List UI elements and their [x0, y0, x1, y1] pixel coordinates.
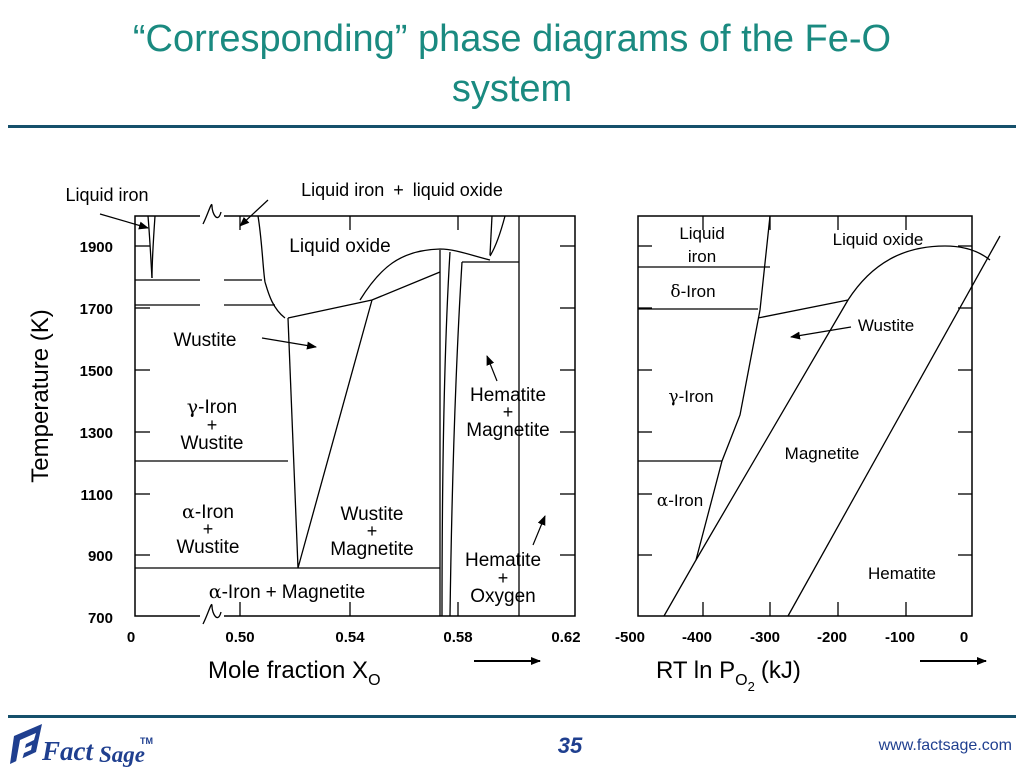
x-tick-062: 0.62 — [551, 629, 580, 646]
gamma-symbol: γ — [187, 396, 198, 418]
rx-tick-500: -500 — [615, 629, 645, 646]
r-delta-iron: δ-Iron — [670, 282, 715, 302]
r-alpha-text: -Iron — [668, 491, 703, 510]
left-phase-boundaries — [135, 215, 520, 617]
hm-magnetite: Magnetite — [466, 420, 549, 441]
alpha-mag-plus: + — [266, 582, 277, 603]
rx-tick-100: -100 — [885, 629, 915, 646]
wm-plus: + — [367, 521, 378, 541]
alpha-mag-symbol: α — [209, 581, 222, 603]
label-liquid-iron: Liquid iron — [65, 185, 148, 205]
r-hematite: Hematite — [868, 564, 936, 583]
r-liquid-b: iron — [688, 247, 716, 266]
left-plot-frame — [134, 215, 576, 617]
label-gamma-iron: γ-Iron — [187, 396, 237, 418]
y-tick-1700: 1700 — [80, 301, 113, 318]
r-alpha-iron: α-Iron — [657, 491, 703, 511]
r-delta-symbol: δ — [670, 282, 680, 302]
bottom-divider — [8, 715, 1016, 718]
ho-plus: + — [498, 568, 509, 588]
page-number: 35 — [557, 733, 583, 758]
left-phase-diagram — [134, 203, 576, 625]
label-alpha-iron-magnetite: α-Iron + Magnetite — [209, 581, 365, 603]
factsage-logo: Fact Sage TM — [10, 724, 153, 767]
label-wustite: Wustite — [173, 330, 236, 351]
rxlabel-unit: (kJ) — [761, 657, 801, 684]
r-gamma-text: -Iron — [679, 387, 714, 406]
rxlabel-main: RT ln P — [656, 657, 735, 684]
logo-sage: Sage — [99, 742, 145, 767]
rxlabel-sub-2: 2 — [748, 679, 755, 694]
lilo-part-b: liquid oxide — [413, 180, 503, 200]
slide-title: “Corresponding” phase diagrams of the Fe… — [0, 14, 1024, 114]
right-x-axis-label: RT ln PO2 (kJ) — [656, 657, 801, 694]
r-liquid-oxide: Liquid oxide — [833, 230, 924, 249]
r-alpha-symbol: α — [657, 491, 669, 511]
left-x-tick-labels: 0 0.50 0.54 0.58 0.62 — [127, 629, 581, 646]
y-tick-1500: 1500 — [80, 363, 113, 380]
wm-magnetite: Magnetite — [330, 539, 413, 560]
right-phase-diagram — [637, 215, 1001, 617]
right-ticks — [638, 216, 972, 616]
gamma-iron-text: -Iron — [198, 397, 237, 418]
label-liquid-iron-liquid-oxide: Liquid iron + liquid oxide — [301, 180, 503, 200]
alpha-mag-iron: -Iron — [222, 582, 261, 603]
x-tick-058: 0.58 — [443, 629, 472, 646]
r-gamma-symbol: γ — [668, 387, 678, 407]
hm-hematite: Hematite — [470, 385, 546, 406]
label-liquid-oxide: Liquid oxide — [289, 236, 390, 257]
y-tick-900: 900 — [88, 548, 113, 565]
r-magnetite: Magnetite — [785, 444, 860, 463]
r-delta-text: -Iron — [681, 282, 716, 301]
logo-tm: TM — [140, 736, 153, 746]
y-tick-700: 700 — [88, 610, 113, 627]
gamma-wustite: Wustite — [180, 433, 243, 454]
right-plot-frame — [637, 215, 973, 617]
footer-url[interactable]: www.factsage.com — [878, 737, 1012, 754]
right-x-tick-labels: -500 -400 -300 -200 -100 0 — [615, 629, 968, 646]
x-tick-0: 0 — [127, 629, 135, 646]
y-tick-1900: 1900 — [80, 239, 113, 256]
rx-tick-200: -200 — [817, 629, 847, 646]
hm-plus: + — [503, 402, 514, 422]
rxlabel-sub-o: O — [735, 672, 747, 689]
r-wustite: Wustite — [858, 316, 914, 335]
rx-tick-300: -300 — [750, 629, 780, 646]
label-alpha-iron: α-Iron — [182, 501, 234, 523]
left-x-axis-label: Mole fraction XO — [208, 657, 381, 689]
ho-oxygen: Oxygen — [470, 586, 535, 607]
x-tick-054: 0.54 — [335, 629, 365, 646]
left-y-tick-labels: 1900 1700 1500 1300 1100 900 700 — [80, 239, 113, 627]
alpha-symbol: α — [182, 501, 195, 523]
x-tick-050: 0.50 — [225, 629, 254, 646]
ho-hematite: Hematite — [465, 550, 541, 571]
alpha-iron-text: -Iron — [195, 502, 234, 523]
rx-tick-400: -400 — [682, 629, 712, 646]
r-gamma-iron: γ-Iron — [668, 387, 713, 407]
y-tick-1300: 1300 — [80, 425, 113, 442]
title-line-1: “Corresponding” phase diagrams of the Fe… — [132, 18, 892, 60]
gamma-plus: + — [207, 415, 218, 435]
xlabel-main: Mole fraction X — [208, 657, 368, 684]
logo-fact: Fact — [41, 736, 94, 766]
top-divider — [8, 125, 1016, 128]
xlabel-sub: O — [368, 672, 380, 689]
wm-wustite: Wustite — [340, 504, 403, 525]
lilo-plus: + — [393, 180, 404, 200]
left-plot-labels: Liquid iron Liquid iron + liquid oxide L… — [27, 180, 581, 689]
title-line-2: system — [451, 68, 573, 110]
rx-tick-0: 0 — [960, 629, 968, 646]
alpha-wustite: Wustite — [176, 537, 239, 558]
right-phase-boundaries — [638, 215, 1001, 617]
left-y-ticks — [135, 216, 575, 616]
lilo-part-a: Liquid iron — [301, 180, 384, 200]
alpha-plus: + — [203, 519, 214, 539]
alpha-mag-magnetite: Magnetite — [282, 582, 365, 603]
axis-break-marks — [200, 203, 224, 625]
left-y-axis-label: Temperature (K) — [27, 309, 54, 482]
r-liquid-a: Liquid — [679, 224, 724, 243]
y-tick-1100: 1100 — [80, 487, 113, 504]
right-plot-labels: Liquid iron Liquid oxide δ-Iron Wustite … — [615, 224, 987, 694]
